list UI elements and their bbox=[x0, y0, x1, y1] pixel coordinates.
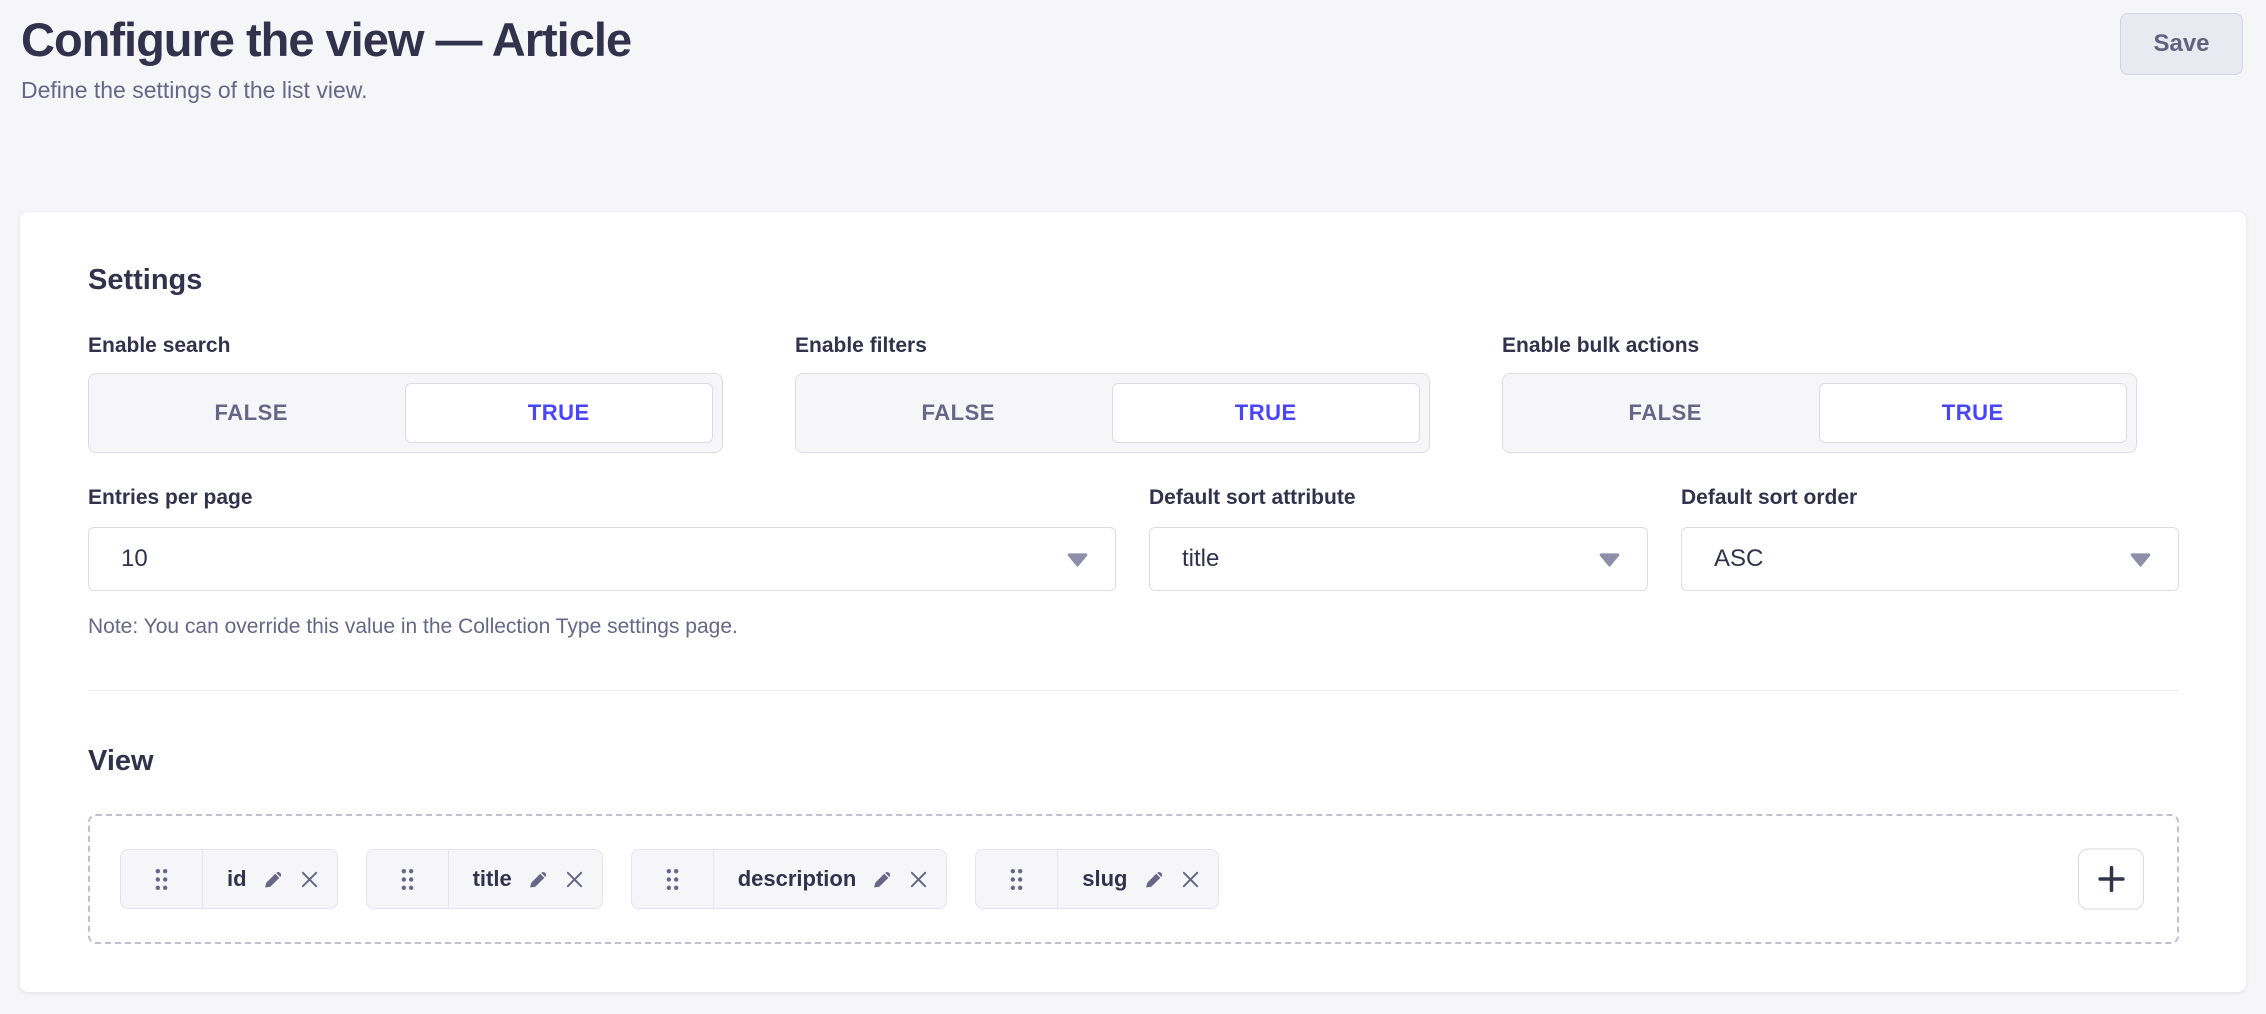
toggle-field-enable-search: Enable search FALSE TRUE bbox=[88, 335, 723, 453]
settings-card: Settings Enable search FALSE TRUE Enable… bbox=[20, 212, 2246, 992]
toggle-option-true[interactable]: TRUE bbox=[1818, 383, 2127, 443]
save-button[interactable]: Save bbox=[2120, 13, 2243, 75]
select-label: Default sort attribute bbox=[1149, 486, 1356, 509]
page-header: Configure the view — Article Define the … bbox=[0, 0, 2266, 104]
select-value: 10 bbox=[121, 545, 148, 572]
section-divider bbox=[88, 690, 2179, 691]
select-value: title bbox=[1182, 545, 1220, 572]
select-value: ASC bbox=[1714, 545, 1764, 572]
close-icon bbox=[301, 871, 317, 887]
field-chip-label: title bbox=[472, 866, 512, 891]
field-chip-description: description bbox=[630, 849, 948, 909]
pencil-icon bbox=[874, 871, 891, 887]
toggle-field-enable-bulk-actions: Enable bulk actions FALSE TRUE bbox=[1502, 335, 2137, 453]
select-label: Entries per page bbox=[88, 486, 253, 509]
enable-filters-toggle[interactable]: FALSE TRUE bbox=[795, 373, 1430, 453]
enable-search-toggle[interactable]: FALSE TRUE bbox=[88, 373, 723, 453]
toggle-option-false[interactable]: FALSE bbox=[214, 400, 288, 425]
edit-field-button[interactable] bbox=[1144, 869, 1165, 890]
select-label: Default sort order bbox=[1681, 486, 1858, 509]
remove-field-button[interactable] bbox=[565, 870, 584, 889]
close-icon bbox=[911, 871, 927, 887]
field-chip-slug: slug bbox=[975, 849, 1219, 909]
toggle-label: Enable filters bbox=[795, 334, 927, 357]
view-heading: View bbox=[88, 745, 154, 777]
field-drop-zone: id title bbox=[88, 814, 2179, 944]
toggles-row: Enable search FALSE TRUE Enable filters … bbox=[88, 335, 2179, 453]
page-subtitle: Define the settings of the list view. bbox=[21, 77, 368, 103]
page-title: Configure the view — Article bbox=[21, 13, 632, 66]
default-sort-attribute-select[interactable]: title bbox=[1149, 527, 1648, 591]
enable-bulk-actions-toggle[interactable]: FALSE TRUE bbox=[1502, 373, 2137, 453]
edit-field-button[interactable] bbox=[872, 869, 893, 890]
pencil-icon bbox=[529, 871, 546, 887]
toggle-field-enable-filters: Enable filters FALSE TRUE bbox=[795, 335, 1430, 453]
drag-dots-icon bbox=[401, 868, 413, 890]
toggle-label: Enable search bbox=[88, 334, 231, 357]
drag-handle[interactable] bbox=[367, 850, 449, 908]
field-chip-label: description bbox=[737, 866, 857, 891]
entries-per-page-note: Note: You can override this value in the… bbox=[88, 615, 738, 638]
drag-dots-icon bbox=[666, 868, 679, 890]
default-sort-attribute-field: Default sort attribute title bbox=[1149, 487, 1648, 591]
drag-handle[interactable] bbox=[121, 850, 203, 908]
toggle-option-false[interactable]: FALSE bbox=[1628, 400, 1702, 425]
pencil-icon bbox=[1145, 871, 1162, 887]
field-chip-id: id bbox=[120, 849, 338, 909]
toggle-option-true[interactable]: TRUE bbox=[404, 383, 713, 443]
edit-field-button[interactable] bbox=[263, 869, 284, 890]
field-chip-title: title bbox=[365, 849, 603, 909]
settings-heading: Settings bbox=[88, 264, 203, 296]
chevron-down-icon bbox=[1599, 552, 1620, 567]
plus-icon bbox=[2097, 865, 2125, 893]
add-field-button[interactable] bbox=[2078, 848, 2144, 910]
field-chip-label: id bbox=[227, 866, 247, 891]
entries-per-page-select[interactable]: 10 bbox=[88, 527, 1116, 591]
edit-field-button[interactable] bbox=[528, 869, 549, 890]
chevron-down-icon bbox=[1067, 552, 1088, 567]
toggle-option-true[interactable]: TRUE bbox=[1111, 383, 1420, 443]
toggle-option-false[interactable]: FALSE bbox=[921, 400, 995, 425]
close-icon bbox=[1182, 871, 1198, 887]
default-sort-order-select[interactable]: ASC bbox=[1681, 527, 2179, 591]
default-sort-order-field: Default sort order ASC bbox=[1681, 487, 2179, 591]
drag-handle[interactable] bbox=[976, 850, 1059, 908]
entries-per-page-field: Entries per page 10 Note: You can overri… bbox=[88, 487, 1116, 639]
field-chip-label: slug bbox=[1082, 866, 1128, 891]
chevron-down-icon bbox=[2130, 552, 2151, 567]
toggle-label: Enable bulk actions bbox=[1502, 334, 1700, 357]
remove-field-button[interactable] bbox=[1181, 870, 1200, 889]
remove-field-button[interactable] bbox=[909, 870, 928, 889]
selects-row: Entries per page 10 Note: You can overri… bbox=[88, 487, 2179, 639]
drag-dots-icon bbox=[1010, 868, 1023, 890]
close-icon bbox=[566, 871, 582, 887]
drag-dots-icon bbox=[155, 868, 168, 890]
pencil-icon bbox=[264, 871, 281, 887]
remove-field-button[interactable] bbox=[300, 870, 319, 889]
drag-handle[interactable] bbox=[632, 850, 714, 908]
